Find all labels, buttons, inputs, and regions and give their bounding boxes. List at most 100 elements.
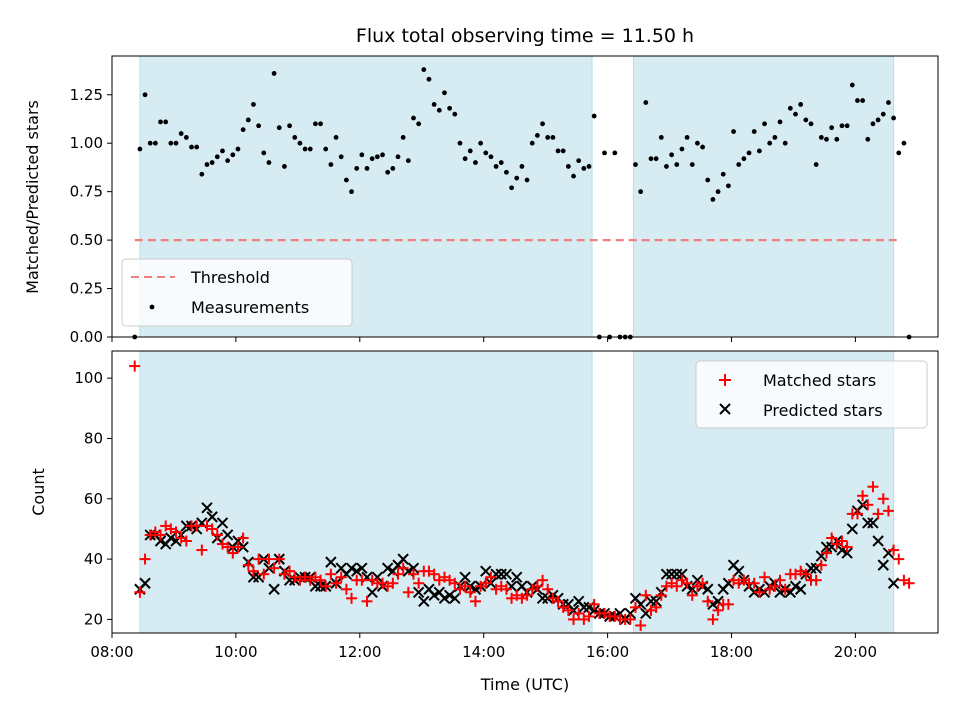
measurement-point [726, 183, 731, 189]
matched-star-point [258, 568, 270, 580]
matched-star-point [407, 568, 419, 580]
predicted-star-point [407, 562, 420, 574]
measurement-point [225, 158, 231, 164]
measurement-point [638, 189, 644, 195]
matched-star-point [862, 499, 874, 511]
matched-star-point [810, 574, 822, 586]
measurement-point [880, 111, 886, 117]
measurement-point [467, 148, 473, 154]
predicted-star-point [805, 562, 817, 574]
measurement-point [767, 140, 773, 146]
predicted-star-point [624, 607, 637, 620]
measurement-point [648, 156, 654, 162]
y-tick-label: 0.75 [70, 183, 103, 201]
matched-star-point [180, 535, 192, 547]
measurement-point [731, 129, 736, 134]
matched-star-point [464, 586, 476, 598]
measurement-point [896, 150, 902, 156]
y-tick-label: 80 [84, 429, 103, 447]
matched-star-point [722, 598, 734, 610]
count-panel: 08:00 10:00 12:00 14:00 16:00 18:00 20:00 20 40… [29, 350, 939, 694]
measurement-point [483, 150, 489, 156]
matched-star-point [531, 580, 543, 592]
predicted-star-point [495, 568, 507, 580]
predicted-star-point [201, 502, 213, 514]
measurement-point [555, 148, 561, 154]
matched-star-point [640, 589, 652, 601]
matched-star-point [800, 568, 812, 580]
matched-star-point [882, 505, 894, 517]
matched-star-point [573, 607, 585, 619]
matched-star-point [392, 568, 404, 580]
matched-star-point [227, 547, 239, 559]
measurement-point [762, 121, 767, 127]
predicted-star-point [536, 592, 549, 605]
matched-star-point [325, 568, 337, 580]
matched-star-point [542, 583, 554, 595]
measurement-point [700, 144, 705, 150]
matched-star-point [851, 508, 863, 520]
matched-legend-swatch [719, 374, 731, 386]
predicted-star-point [139, 577, 151, 589]
matched-star-point [867, 481, 879, 493]
matched-star-point [888, 544, 900, 556]
measurement-point [421, 67, 427, 72]
measurement-point [684, 134, 690, 140]
matched-star-point [537, 574, 549, 586]
matched-star-point [500, 583, 512, 595]
measurement-point [235, 146, 241, 152]
matched-star-point [650, 601, 662, 613]
matched-star-point [139, 553, 151, 565]
measurement-point [220, 148, 225, 154]
bottom-x-ticks: 08:00 10:00 12:00 14:00 16:00 18:00 20:00 [90, 633, 877, 661]
measurement-point [777, 119, 783, 125]
measurement-point [550, 134, 556, 140]
predicted-star-point [350, 565, 363, 577]
measurement-point [452, 111, 458, 117]
measurement-point [653, 156, 659, 162]
matched-star-point [273, 553, 285, 565]
predicted-star-point [412, 586, 425, 598]
matched-star-point [748, 577, 760, 589]
matched-star-point [769, 580, 781, 592]
measurement-point [251, 102, 256, 107]
predicted-star-point [511, 571, 523, 583]
x-tick-label: 14:00 [462, 643, 505, 661]
measurement-point [612, 150, 618, 156]
top-legend-box [121, 258, 353, 327]
measurement-point [194, 144, 200, 150]
measurement-point [390, 166, 396, 171]
matched-star-point [872, 508, 884, 520]
top-y-axis-label: Matched/Predicted stars [23, 100, 42, 294]
threshold-legend-label: Threshold [190, 268, 270, 287]
measurement-point [849, 82, 855, 88]
matched-star-point [697, 577, 709, 589]
measurement-point [276, 125, 282, 131]
x-tick-label: 16:00 [586, 643, 629, 661]
bottom-plot-frame [111, 350, 939, 634]
predicted-star-point [449, 592, 461, 605]
matched-star-point [253, 553, 265, 565]
measurement-point [834, 136, 840, 142]
measurement-point [844, 123, 850, 129]
matched-star-point [893, 553, 905, 565]
measurement-point [292, 134, 298, 140]
measurement-point [349, 189, 354, 195]
y-tick-label: 0.25 [70, 280, 103, 298]
measurement-point [808, 121, 814, 127]
bottom-legend: Matched stars Predicted stars [695, 360, 928, 429]
measurement-point [431, 102, 437, 107]
matched-star-point [568, 613, 580, 625]
matched-star-point [671, 580, 683, 592]
matched-star-point [247, 565, 259, 577]
matched-star-point [686, 589, 698, 601]
measurement-point [323, 146, 329, 152]
measurement-point [359, 152, 365, 158]
matched-star-point [222, 541, 234, 553]
matched-star-point [361, 595, 373, 607]
measurement-point [416, 121, 422, 127]
matched-star-point [820, 547, 832, 559]
measurement-point [514, 175, 520, 181]
measurement-point [813, 162, 819, 167]
matched-star-point [877, 493, 889, 505]
